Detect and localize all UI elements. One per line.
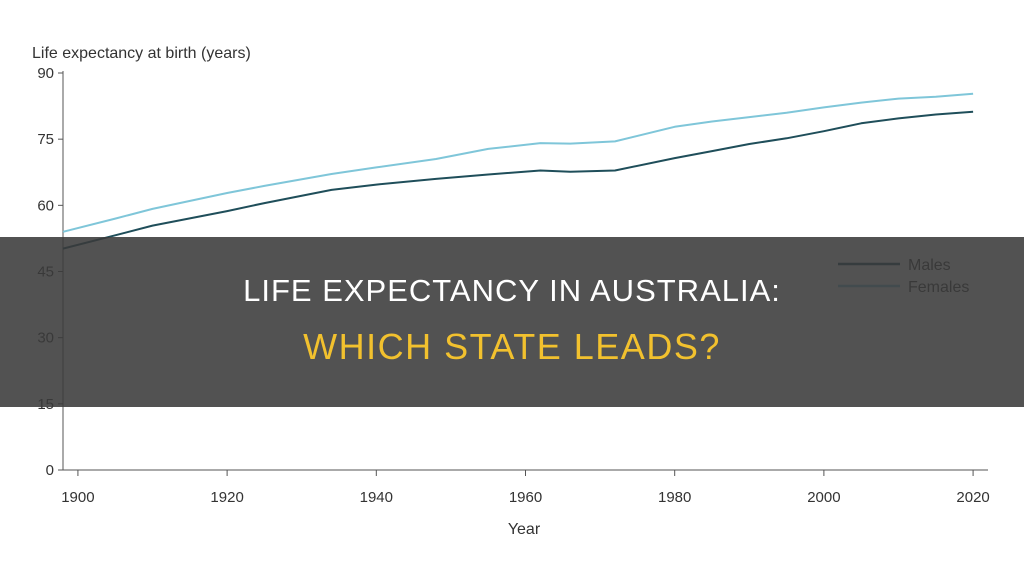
title-banner: LIFE EXPECTANCY IN AUSTRALIA: WHICH STAT… (0, 237, 1024, 407)
x-tick-label: 2020 (956, 489, 989, 506)
y-tick-label: 60 (37, 197, 54, 214)
x-axis-title: Year (508, 521, 541, 538)
y-tick-label: 75 (37, 131, 54, 148)
x-tick-label: 1920 (210, 489, 243, 506)
y-tick-label: 90 (37, 65, 54, 82)
y-tick-label: 0 (46, 462, 54, 479)
x-tick-label: 1980 (658, 489, 691, 506)
banner-title-line-1: LIFE EXPECTANCY IN AUSTRALIA: (243, 273, 781, 308)
series-lines (62, 92, 974, 250)
banner-title-line-2: WHICH STATE LEADS? (303, 326, 721, 367)
x-tick-label: 1960 (509, 489, 542, 506)
x-tick-label: 2000 (807, 489, 840, 506)
x-tick-label: 1900 (61, 489, 94, 506)
series-line-males (62, 110, 974, 250)
series-line-females (62, 92, 974, 233)
y-axis-title: Life expectancy at birth (years) (32, 45, 251, 62)
x-tick-label: 1940 (360, 489, 393, 506)
